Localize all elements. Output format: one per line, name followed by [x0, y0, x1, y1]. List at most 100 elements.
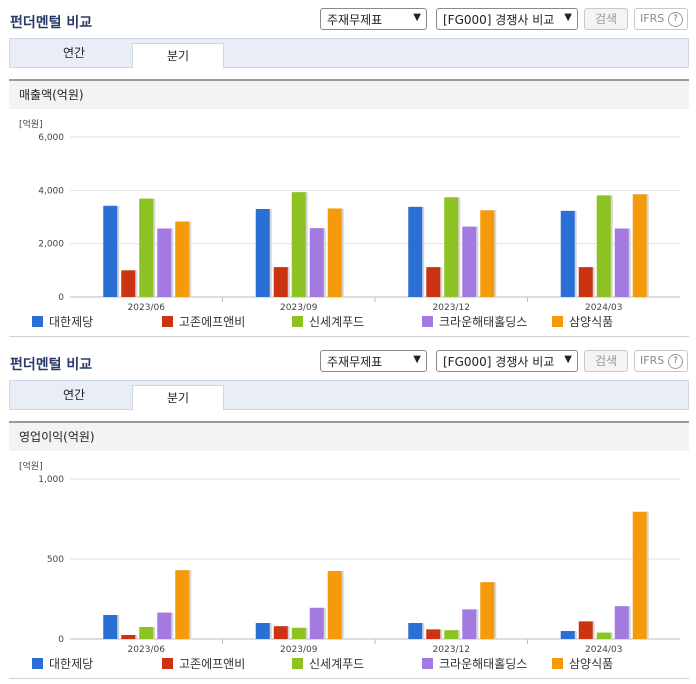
legend-item[interactable]: 신세계푸드	[292, 655, 364, 672]
bar[interactable]	[462, 226, 477, 297]
x-tick-label: 2023/12	[433, 303, 470, 313]
bar[interactable]	[578, 621, 593, 639]
x-tick-label: 2024/03	[585, 303, 622, 313]
bar[interactable]	[309, 228, 324, 297]
bar[interactable]	[157, 228, 172, 297]
period-tabs: 연간 분기	[9, 380, 689, 411]
legend-label: 삼양식품	[569, 315, 614, 329]
bar[interactable]	[480, 582, 495, 639]
tab-annual[interactable]: 연간	[62, 388, 86, 402]
bar[interactable]	[426, 629, 441, 639]
compare-select[interactable]: [FG000] 경쟁사 비교 ▼	[436, 350, 578, 372]
bar[interactable]	[327, 208, 342, 297]
legend-item[interactable]: 신세계푸드	[292, 313, 364, 330]
bar[interactable]	[614, 606, 629, 639]
bar[interactable]	[444, 630, 459, 639]
y-tick-label: 0	[58, 635, 64, 645]
bar[interactable]	[175, 221, 190, 297]
y-tick-label: 1,000	[38, 475, 64, 485]
legend-label: 고존에프앤비	[179, 657, 246, 671]
chevron-down-icon: ▼	[564, 12, 572, 23]
bar[interactable]	[408, 206, 423, 297]
y-tick-label: 0	[58, 293, 64, 303]
bar[interactable]	[596, 632, 611, 639]
divider	[9, 336, 689, 337]
bar[interactable]	[408, 623, 423, 639]
x-tick-label: 2024/03	[585, 645, 622, 655]
bar[interactable]	[578, 267, 593, 297]
bar[interactable]	[103, 205, 118, 297]
help-icon[interactable]: ?	[668, 12, 683, 27]
bar[interactable]	[291, 192, 306, 297]
legend-item[interactable]: 삼양식품	[552, 313, 613, 330]
legend-item[interactable]: 대한제당	[32, 655, 93, 672]
bar[interactable]	[255, 623, 270, 639]
ifrs-button[interactable]: IFRS?	[634, 8, 688, 30]
chart-title: 영업이익(억원)	[9, 421, 689, 451]
bar[interactable]	[462, 609, 477, 639]
legend-label: 크라운해태홀딩스	[439, 657, 528, 671]
chevron-down-icon: ▼	[413, 12, 421, 23]
bar[interactable]	[157, 612, 172, 639]
legend-swatch	[292, 658, 303, 669]
bar[interactable]	[444, 197, 459, 297]
chevron-down-icon: ▼	[564, 354, 572, 365]
legend-swatch	[552, 658, 563, 669]
operating-profit-bar-chart: 0 500 1,000 2023/06 2023/09 2023/12 2024/03	[38, 475, 680, 655]
statement-select[interactable]: 주재무제표 ▼	[320, 8, 427, 30]
legend-item[interactable]: 크라운해태홀딩스	[422, 655, 527, 672]
legend-swatch	[292, 316, 303, 327]
chart-legend: 대한제당 고존에프앤비 신세계푸드 크라운해태홀딩스 삼양식품	[32, 313, 672, 329]
bar[interactable]	[121, 635, 136, 639]
compare-select[interactable]: [FG000] 경쟁사 비교 ▼	[436, 8, 578, 30]
bar[interactable]	[632, 511, 647, 639]
tab-annual[interactable]: 연간	[62, 46, 86, 60]
divider	[9, 678, 689, 679]
bar[interactable]	[273, 626, 288, 639]
bar[interactable]	[309, 607, 324, 639]
ifrs-button[interactable]: IFRS?	[634, 350, 688, 372]
search-button[interactable]: 검색	[584, 350, 628, 372]
help-icon[interactable]: ?	[668, 354, 683, 369]
statement-select[interactable]: 주재무제표 ▼	[320, 350, 427, 372]
search-button[interactable]: 검색	[584, 8, 628, 30]
bar[interactable]	[139, 198, 154, 297]
revenue-bar-chart: 0 2,000 4,000 6,000 2023/06 2023/09 2023/12 202…	[38, 133, 680, 313]
bar[interactable]	[480, 210, 495, 297]
y-tick-label: 2,000	[38, 240, 64, 250]
legend-label: 삼양식품	[569, 657, 614, 671]
legend-label: 신세계푸드	[309, 657, 365, 671]
legend-item[interactable]: 대한제당	[32, 313, 93, 330]
bar[interactable]	[426, 267, 441, 297]
tab-quarterly[interactable]: 분기	[132, 43, 224, 69]
bar[interactable]	[327, 571, 342, 639]
bar[interactable]	[139, 627, 154, 639]
tab-quarterly[interactable]: 분기	[132, 385, 224, 411]
x-tick-label: 2023/09	[280, 645, 318, 655]
bar[interactable]	[291, 627, 306, 639]
legend-swatch	[422, 658, 433, 669]
bar[interactable]	[560, 210, 575, 297]
legend-item[interactable]: 크라운해태홀딩스	[422, 313, 527, 330]
legend-label: 고존에프앤비	[179, 315, 246, 329]
legend-item[interactable]: 삼양식품	[552, 655, 613, 672]
bar[interactable]	[103, 615, 118, 639]
legend-swatch	[162, 316, 173, 327]
bar[interactable]	[632, 194, 647, 297]
bar[interactable]	[596, 195, 611, 297]
bar[interactable]	[175, 570, 190, 639]
panel-title: 펀더멘털 비교	[10, 15, 93, 31]
bar[interactable]	[255, 209, 270, 297]
legend-swatch	[552, 316, 563, 327]
bar[interactable]	[273, 267, 288, 297]
bar[interactable]	[614, 228, 629, 297]
x-tick-label: 2023/06	[128, 303, 166, 313]
bar[interactable]	[121, 270, 136, 297]
panel-header: 펀더멘털 비교 주재무제표 ▼ [FG000] 경쟁사 비교 ▼ 검색 IFRS?	[0, 342, 696, 378]
bar[interactable]	[560, 631, 575, 639]
legend-item[interactable]: 고존에프앤비	[162, 655, 245, 672]
y-tick-label: 500	[47, 555, 64, 565]
period-tabs: 연간 분기	[9, 38, 689, 69]
legend-item[interactable]: 고존에프앤비	[162, 313, 245, 330]
legend-swatch	[32, 316, 43, 327]
